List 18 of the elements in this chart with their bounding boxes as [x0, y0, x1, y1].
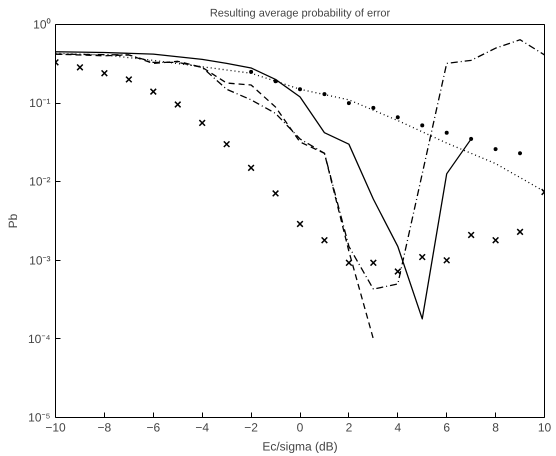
- y-tick-label: 10⁻²: [29, 174, 51, 189]
- x-axis-title: Ec/sigma (dB): [262, 440, 338, 454]
- x-tick-label: 4: [394, 420, 402, 434]
- x-tick-label: −2: [244, 420, 258, 434]
- x-tick-label: −8: [98, 420, 112, 434]
- y-tick-label: 10⁻³: [29, 253, 51, 268]
- y-tick-label: 10⁰: [33, 18, 51, 32]
- x-tick-label: 10: [538, 420, 552, 434]
- x-tick-label: 2: [346, 420, 353, 434]
- chart-title: Resulting average probability of error: [210, 8, 391, 20]
- y-axis-title: Pb: [6, 213, 20, 228]
- x-tick-label: 8: [492, 420, 500, 434]
- y-tick-label: 10⁻⁴: [28, 332, 51, 346]
- y-tick-label: 10⁻¹: [29, 96, 51, 110]
- x-tick-label: 0: [296, 420, 304, 434]
- x-tick-label: 6: [443, 420, 450, 434]
- x-tick-label: −6: [146, 420, 160, 434]
- x-tick-label: −4: [195, 420, 210, 434]
